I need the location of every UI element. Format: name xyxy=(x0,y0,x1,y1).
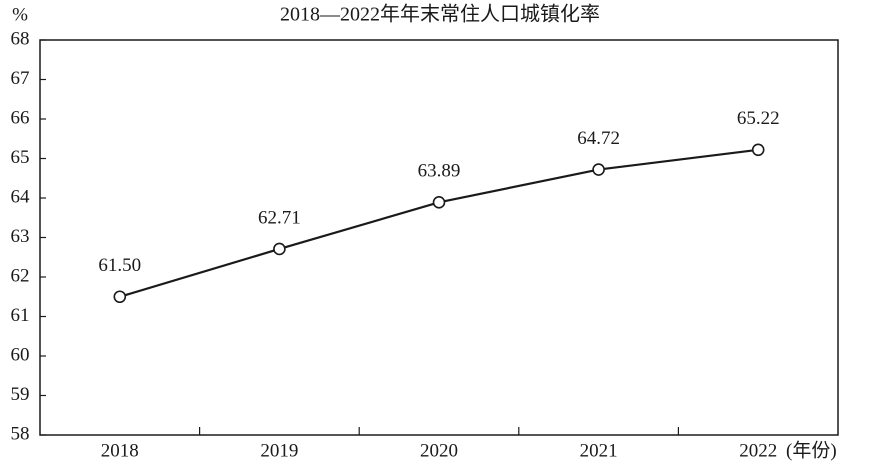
data-label: 63.89 xyxy=(418,161,461,182)
data-point xyxy=(113,290,127,304)
data-point xyxy=(432,196,446,209)
y-tick-label: 58 xyxy=(11,423,30,444)
x-tick-label: 2021 xyxy=(580,440,618,461)
y-tick-label: 68 xyxy=(11,28,30,49)
data-label: 65.22 xyxy=(737,108,780,129)
y-tick-label: 64 xyxy=(11,186,31,207)
y-tick-label: 63 xyxy=(11,226,30,247)
data-label: 64.72 xyxy=(577,128,620,149)
x-tick-label: 2020 xyxy=(420,440,458,461)
y-tick-label: 59 xyxy=(11,384,30,405)
data-point xyxy=(751,143,765,157)
y-axis-label: % xyxy=(12,4,28,25)
x-tick-label: 2018 xyxy=(101,440,139,461)
x-tick-label: 2019 xyxy=(260,440,298,461)
y-tick-label: 66 xyxy=(11,107,30,128)
data-label: 61.50 xyxy=(98,255,141,276)
y-tick-label: 61 xyxy=(11,305,30,326)
data-label: 62.71 xyxy=(258,207,301,228)
y-tick-label: 62 xyxy=(11,265,30,286)
chart-title: 2018—2022年年末常住人口城镇化率 xyxy=(280,3,600,26)
data-point xyxy=(273,242,286,256)
y-tick-label: 60 xyxy=(11,344,30,365)
x-axis-label: (年份) xyxy=(786,439,837,461)
plot-frame xyxy=(39,39,839,436)
data-point xyxy=(592,163,605,176)
x-tick-label: 2022 xyxy=(739,440,777,461)
y-tick-label: 67 xyxy=(11,68,30,89)
y-tick-label: 65 xyxy=(11,147,30,168)
